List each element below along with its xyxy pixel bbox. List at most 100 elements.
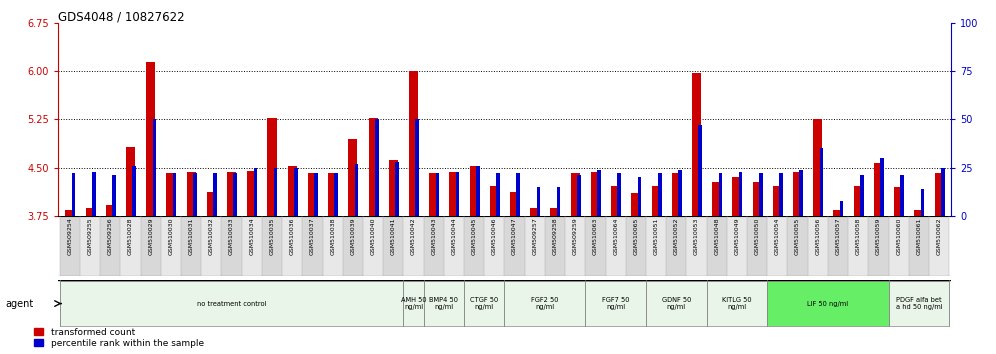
Bar [651, 186, 660, 216]
Bar [658, 173, 661, 216]
Bar [395, 162, 398, 216]
Text: GSM509255: GSM509255 [88, 218, 93, 255]
Bar [66, 210, 75, 216]
Bar [788, 216, 808, 276]
Bar [388, 160, 397, 216]
Bar [247, 171, 256, 216]
Bar [848, 216, 869, 276]
Bar [423, 281, 464, 326]
Text: GSM510045: GSM510045 [472, 218, 477, 255]
Text: GSM510036: GSM510036 [290, 218, 295, 255]
Bar [753, 182, 762, 216]
Text: GSM510043: GSM510043 [431, 218, 436, 255]
Bar [767, 281, 888, 326]
Text: GSM510064: GSM510064 [614, 218, 619, 255]
Bar [221, 216, 242, 276]
Bar [586, 216, 606, 276]
Bar [929, 216, 949, 276]
Bar [840, 200, 844, 216]
Bar [706, 281, 767, 326]
Text: GSM510057: GSM510057 [836, 218, 841, 255]
Bar [476, 166, 480, 216]
Text: PDGF alfa bet
a hd 50 ng/ml: PDGF alfa bet a hd 50 ng/ml [895, 297, 942, 310]
Bar [101, 216, 121, 276]
Text: GSM510053: GSM510053 [694, 218, 699, 255]
Text: GSM510031: GSM510031 [188, 218, 193, 255]
Bar [303, 216, 323, 276]
Text: GSM510030: GSM510030 [168, 218, 173, 255]
Bar [712, 182, 721, 216]
Bar [860, 176, 864, 216]
Bar [349, 139, 358, 216]
Bar [435, 173, 439, 216]
Text: GSM510055: GSM510055 [795, 218, 800, 255]
Bar [242, 216, 262, 276]
Text: GSM510032: GSM510032 [209, 218, 214, 255]
Bar [637, 177, 641, 216]
Bar [113, 176, 116, 216]
Bar [646, 281, 706, 326]
Bar [510, 192, 519, 216]
Bar [383, 216, 403, 276]
Bar [86, 208, 95, 216]
Bar [106, 205, 115, 216]
Bar [880, 158, 883, 216]
Bar [631, 193, 640, 216]
Bar [166, 173, 175, 216]
Bar [565, 216, 586, 276]
Bar [121, 216, 140, 276]
Text: GSM510042: GSM510042 [411, 218, 416, 255]
Text: GSM510056: GSM510056 [816, 218, 821, 255]
Bar [213, 173, 217, 216]
Bar [415, 120, 419, 216]
Text: GSM509259: GSM509259 [573, 218, 578, 256]
Text: GSM510047: GSM510047 [512, 218, 517, 255]
Bar [207, 192, 216, 216]
Bar [698, 125, 702, 216]
Text: GSM509254: GSM509254 [68, 218, 73, 256]
Bar [894, 187, 903, 216]
Bar [146, 62, 155, 216]
Text: GDNF 50
ng/ml: GDNF 50 ng/ml [661, 297, 691, 310]
Text: GSM510061: GSM510061 [916, 218, 921, 255]
Bar [504, 216, 525, 276]
Bar [80, 216, 101, 276]
Text: GSM510063: GSM510063 [593, 218, 598, 255]
Text: GSM510054: GSM510054 [775, 218, 780, 255]
Bar [429, 173, 438, 216]
Bar [732, 177, 741, 216]
Text: GSM510046: GSM510046 [492, 218, 497, 255]
Bar [813, 120, 823, 216]
Bar [941, 168, 944, 216]
Text: GSM510059: GSM510059 [875, 218, 880, 255]
Text: GSM510049: GSM510049 [734, 218, 739, 255]
Bar [464, 216, 484, 276]
Bar [140, 216, 161, 276]
Bar [571, 173, 580, 216]
Bar [444, 216, 464, 276]
Bar [612, 186, 621, 216]
Bar [490, 186, 499, 216]
Text: GSM510037: GSM510037 [310, 218, 315, 255]
Bar [328, 173, 338, 216]
Bar [888, 281, 949, 326]
Bar [323, 216, 343, 276]
Bar [586, 281, 646, 326]
Text: GSM510058: GSM510058 [856, 218, 861, 255]
Bar [591, 172, 600, 216]
Bar [779, 173, 783, 216]
Text: GSM510060: GSM510060 [896, 218, 901, 255]
Bar [181, 216, 201, 276]
Bar [577, 176, 581, 216]
Bar [132, 166, 136, 216]
Text: GSM510039: GSM510039 [351, 218, 356, 255]
Text: GSM509258: GSM509258 [553, 218, 558, 255]
Bar [551, 208, 560, 216]
Bar [767, 216, 788, 276]
Bar [201, 216, 221, 276]
Text: GDS4048 / 10827622: GDS4048 / 10827622 [58, 10, 184, 23]
Text: GSM510051: GSM510051 [653, 218, 658, 255]
Text: GSM510038: GSM510038 [330, 218, 336, 255]
Bar [355, 164, 359, 216]
Bar [254, 168, 257, 216]
